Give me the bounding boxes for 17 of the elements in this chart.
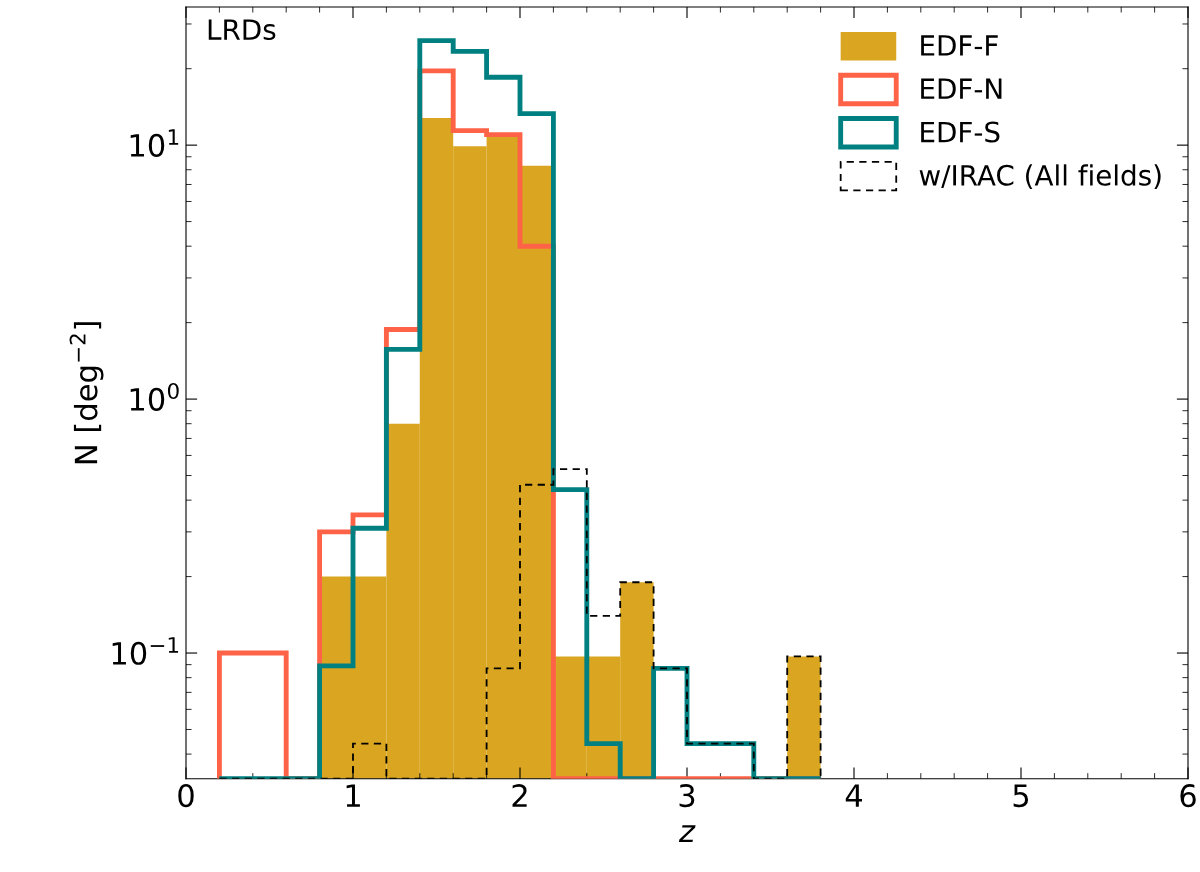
x-tick-label: 5: [1013, 784, 1029, 808]
x-axis-title: z: [678, 825, 696, 842]
x-tick-label: 4: [845, 784, 863, 807]
legend-label: EDF-S: [921, 121, 1000, 143]
y-axis-title: N [deg$^{−2}$]: [69, 322, 104, 464]
y-tick-label: 10$^{0}$: [130, 382, 179, 411]
legend-label: w/IRAC (All fields): [919, 164, 1161, 190]
y-tick-label: 10$^{−1}$: [112, 637, 179, 665]
legend-label: EDF-N: [921, 78, 1002, 99]
x-tick-label: 2: [512, 784, 527, 807]
x-tick-label: 1: [346, 784, 360, 807]
annotation: LRDs: [208, 19, 276, 41]
y-tick-label: 10$^{1}$: [130, 129, 179, 157]
x-tick-label: 6: [1180, 784, 1196, 808]
x-tick-label: 3: [679, 784, 695, 808]
x-tick-label: 0: [178, 784, 194, 808]
legend-label: EDF-F: [921, 35, 998, 56]
